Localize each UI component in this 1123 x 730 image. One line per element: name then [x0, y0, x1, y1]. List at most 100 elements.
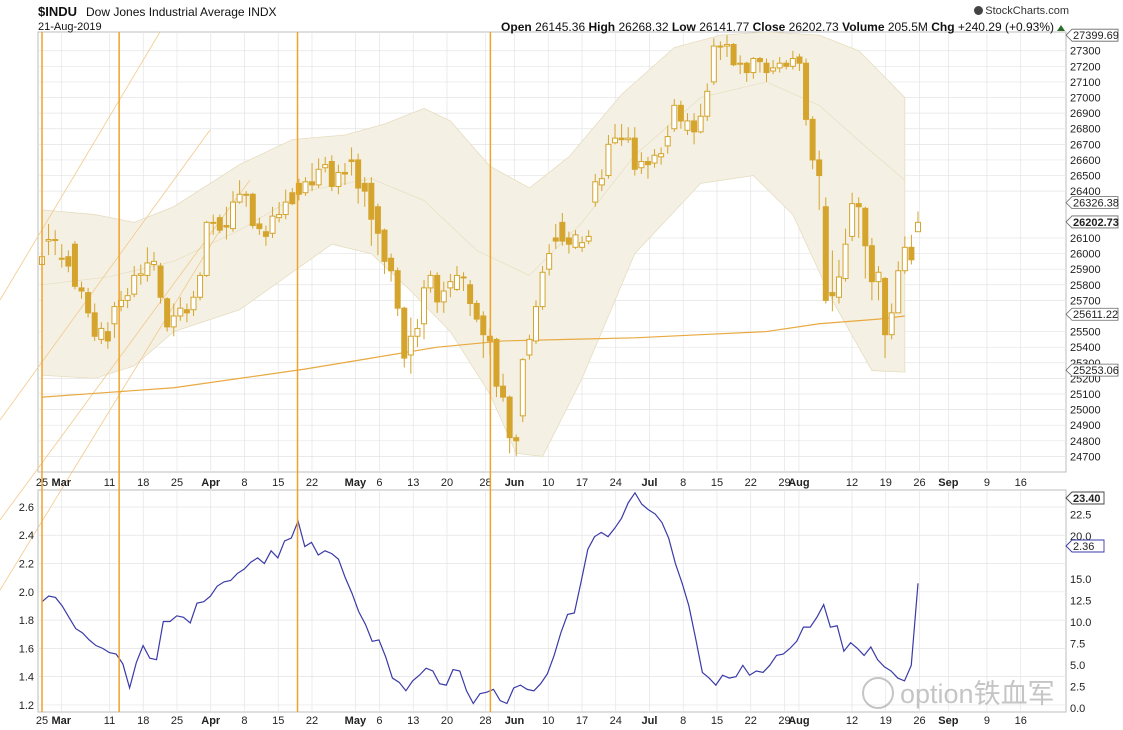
- candle-body: [183, 309, 190, 314]
- candle-body: [895, 270, 902, 314]
- price-x-tick-label: 10: [542, 477, 554, 489]
- chg-label: Chg: [931, 20, 955, 34]
- candle-body: [341, 171, 348, 175]
- candle-body: [737, 62, 744, 65]
- candle-body: [460, 276, 467, 279]
- price-x-tick-label: 9: [984, 477, 990, 489]
- price-tick-label: 25500: [1070, 327, 1101, 339]
- price-x-tick-label: 20: [441, 477, 453, 489]
- candle-body: [295, 182, 302, 195]
- chart-date: 21-Aug-2019: [38, 21, 102, 33]
- indicator-left-axis: 1.2 1.4 1.6 1.8 2.0 2.2 2.4 2.6: [19, 502, 34, 712]
- candle-body: [447, 281, 454, 289]
- instrument-name: Dow Jones Industrial Average INDX: [86, 5, 277, 19]
- price-tick-label: 26600: [1070, 155, 1101, 167]
- chicken-logo-icon: [862, 677, 894, 709]
- candle-body: [684, 120, 691, 131]
- indicator-x-tick-label: 11: [104, 715, 115, 727]
- candle-body: [45, 239, 52, 242]
- indicator-x-tick-label: 25: [171, 715, 183, 727]
- indicator-left-tick-label: 2.0: [19, 587, 34, 599]
- candle-body: [368, 182, 375, 220]
- candle-body: [552, 237, 559, 242]
- candle-body: [704, 90, 711, 117]
- price-tick-label: 24800: [1070, 436, 1101, 448]
- candle-body: [480, 315, 487, 336]
- price-x-tick-label: 15: [272, 477, 284, 489]
- candle-body: [592, 181, 599, 203]
- indicator-right-tick-label: 10.0: [1070, 617, 1091, 629]
- candle-body: [256, 223, 263, 230]
- candle-body: [394, 270, 401, 309]
- candle-body: [519, 359, 526, 417]
- indicator-right-tick-label: 12.5: [1070, 596, 1091, 608]
- low-label: Low: [671, 20, 696, 34]
- indicator-tag-label: 2.36: [1073, 541, 1094, 553]
- price-x-tick-label: Aug: [788, 477, 809, 489]
- price-x-tick-label: Jul: [642, 477, 658, 489]
- indicator-x-tick-label: 13: [407, 715, 419, 727]
- price-tick-label: 25900: [1070, 264, 1101, 276]
- candle-body: [743, 62, 750, 74]
- candle-body: [131, 274, 138, 295]
- trend-line: [0, 31, 161, 301]
- candle-body: [401, 307, 408, 359]
- brand-text: StockCharts.com: [985, 5, 1069, 17]
- candle-body: [862, 207, 869, 247]
- price-x-tick-label: 19: [880, 477, 892, 489]
- candle-body: [908, 246, 915, 261]
- copyright-icon: [974, 6, 984, 15]
- price-tick-label: 25000: [1070, 405, 1101, 417]
- price-x-tick-label: 8: [241, 477, 247, 489]
- indicator-tag-box: [1065, 539, 1105, 553]
- indicator-x-tick-label: Sep: [938, 715, 958, 727]
- candle-body: [78, 287, 85, 292]
- close-label: Close: [752, 20, 786, 34]
- candle-body: [243, 193, 250, 196]
- price-tag-box: [1065, 215, 1119, 229]
- volume-label: Volume: [842, 20, 885, 34]
- candle-body: [230, 201, 237, 230]
- candle-body: [776, 62, 783, 69]
- candle-body: [91, 312, 98, 337]
- indicator-x-tick-label: May: [345, 715, 367, 727]
- price-tick-label: 25400: [1070, 342, 1101, 354]
- price-tick-label: 26000: [1070, 249, 1101, 261]
- price-x-tick-label: 16: [1015, 477, 1027, 489]
- candle-body: [691, 120, 698, 133]
- candle-body: [796, 56, 803, 64]
- candle-body: [157, 265, 164, 298]
- ohlc-summary: Open 26145.36 High 26268.32 Low 26141.77…: [501, 20, 1065, 34]
- price-x-tick-label: May: [345, 477, 367, 489]
- candle-body: [638, 161, 645, 169]
- candle-body: [137, 273, 144, 276]
- price-x-tick-label: 25: [171, 477, 183, 489]
- indicator-x-tick-label: 6: [376, 715, 382, 727]
- indicator-x-tick-label: Jun: [505, 715, 525, 727]
- candle-body: [421, 287, 428, 325]
- candle-body: [770, 67, 777, 72]
- price-tick-label: 25800: [1070, 280, 1101, 292]
- price-tick-label: 26100: [1070, 233, 1101, 245]
- candle-body: [203, 221, 210, 276]
- candle-body: [816, 159, 823, 177]
- candle-body: [315, 168, 322, 186]
- indicator-x-tick-label: Mar: [52, 715, 72, 727]
- brand-label[interactable]: StockCharts.com: [974, 5, 1069, 17]
- candle-body: [500, 385, 507, 398]
- indicator-left-tick-label: 2.6: [19, 502, 34, 514]
- candle-body: [631, 137, 638, 170]
- price-x-tick-label: 15: [711, 477, 723, 489]
- indicator-x-tick-label: 24: [610, 715, 622, 727]
- indicator-line: [41, 491, 919, 705]
- indicator-right-tick-label: 22.5: [1070, 510, 1091, 522]
- candle-body: [849, 203, 856, 237]
- candle-body: [598, 178, 605, 186]
- indicator-tag-label: 23.40: [1073, 493, 1101, 505]
- price-tick-label: 26800: [1070, 124, 1101, 136]
- candle-body: [276, 214, 283, 219]
- bollinger-band-fill: [41, 31, 906, 457]
- price-tags: 27399.69 26326.38 26202.73 25611.22 25253.06: [1065, 28, 1119, 377]
- candle-body: [111, 306, 118, 325]
- high-value: 26268.32: [618, 20, 669, 34]
